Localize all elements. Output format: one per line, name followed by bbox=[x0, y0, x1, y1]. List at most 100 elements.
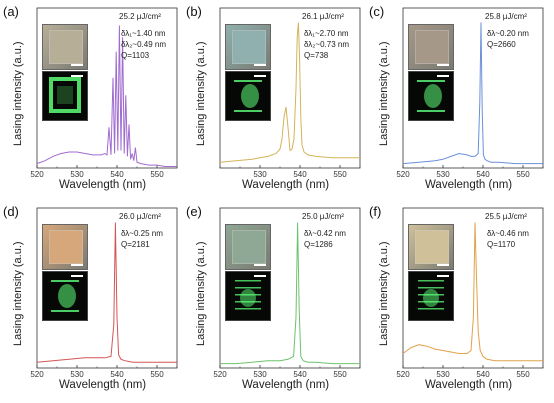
x-tick-label: 520 bbox=[396, 170, 410, 179]
emission-spot bbox=[58, 284, 76, 308]
y-axis-label: Lasing intensity (a.u.) bbox=[378, 241, 390, 346]
emission-edge bbox=[234, 80, 262, 82]
plot-frame bbox=[219, 207, 361, 369]
annotation-line: δλ~0.25 nm bbox=[121, 229, 163, 238]
spectrum-line bbox=[219, 22, 360, 163]
linewidth-annotation: δλ~0.25 nm Q=2181 bbox=[121, 228, 163, 250]
x-tick-label: 550 bbox=[333, 370, 347, 379]
x-tick-label: 520 bbox=[30, 170, 44, 179]
emission-stripe bbox=[418, 280, 444, 282]
scale-bar bbox=[437, 64, 449, 66]
x-tick-label: 530 bbox=[70, 370, 84, 379]
y-axis-label: Lasing intensity (a.u.) bbox=[195, 41, 207, 146]
linewidth-annotation: δλ₁~2.70 nm δλ₂~0.73 nm Q=738 bbox=[304, 28, 349, 61]
optical-micrograph-inset bbox=[225, 24, 271, 70]
emission-spot bbox=[424, 84, 442, 108]
x-tick-label: 530 bbox=[253, 170, 267, 179]
linewidth-annotation: δλ₁~1.40 nm δλ₂~0.49 nm Q=1103 bbox=[121, 28, 166, 61]
x-axis-label: Wavelength (nm) bbox=[59, 379, 147, 391]
x-tick-label: 540 bbox=[293, 170, 307, 179]
chart-svg bbox=[219, 207, 361, 369]
emission-spot bbox=[423, 289, 439, 307]
optical-micrograph-inset bbox=[225, 224, 271, 270]
crystal-square bbox=[232, 230, 266, 264]
emission-spot bbox=[241, 84, 259, 108]
crystal-square bbox=[415, 230, 449, 264]
scale-bar bbox=[437, 75, 449, 77]
x-tick-label: 520 bbox=[30, 370, 44, 379]
emission-stripe bbox=[235, 287, 261, 289]
chart-panel: 520 530 540 550 (d) Lasing intensity (a.u.) Wa… bbox=[0, 200, 183, 400]
crystal-square bbox=[232, 30, 266, 64]
x-tick-label: 520 bbox=[213, 370, 227, 379]
emission-stripe bbox=[418, 308, 444, 310]
emission-edge bbox=[417, 80, 445, 82]
annotation-line: Q=738 bbox=[304, 51, 329, 60]
x-tick-label: 530 bbox=[70, 170, 84, 179]
optical-micrograph-inset bbox=[408, 224, 454, 270]
panel-label: (c) bbox=[369, 4, 385, 19]
emission-pattern bbox=[51, 280, 79, 312]
spectrum-line bbox=[402, 22, 543, 165]
x-tick-label: 530 bbox=[253, 370, 267, 379]
crystal-square bbox=[415, 30, 449, 64]
annotation-line: Q=2181 bbox=[121, 240, 150, 249]
x-axis-label: Wavelength (nm) bbox=[425, 179, 513, 191]
x-tick-label: 530 bbox=[436, 370, 450, 379]
chart-svg bbox=[402, 207, 544, 369]
x-tick-label: 540 bbox=[110, 370, 124, 379]
linewidth-annotation: δλ~0.20 nm Q=2660 bbox=[487, 28, 529, 50]
emission-stripe bbox=[418, 287, 444, 289]
emission-edge bbox=[234, 110, 262, 112]
fluence-label: 25.5 μJ/cm² bbox=[485, 212, 527, 221]
emission-core bbox=[57, 86, 73, 104]
emission-edge bbox=[417, 110, 445, 112]
emission-ring bbox=[49, 77, 81, 113]
annotation-line: Q=1286 bbox=[304, 240, 333, 249]
emission-stripe bbox=[235, 280, 261, 282]
optical-micrograph-inset bbox=[42, 224, 88, 270]
scale-bar bbox=[71, 75, 83, 77]
scale-bar bbox=[254, 275, 266, 277]
x-axis-label: Wavelength (nm) bbox=[242, 179, 330, 191]
annotation-line: δλ₂~0.49 nm bbox=[121, 40, 166, 49]
scale-bar bbox=[71, 275, 83, 277]
emission-pattern bbox=[49, 77, 81, 113]
optical-micrograph-inset bbox=[408, 24, 454, 70]
annotation-line: Q=2660 bbox=[487, 40, 516, 49]
fluorescence-image-inset bbox=[408, 271, 454, 321]
panel-label: (b) bbox=[186, 4, 202, 19]
x-tick-label: 540 bbox=[476, 370, 490, 379]
x-tick-label: 520 bbox=[396, 370, 410, 379]
crystal-square bbox=[49, 230, 83, 264]
crystal-square bbox=[49, 30, 83, 64]
x-tick-label: 540 bbox=[476, 170, 490, 179]
y-axis-label: Lasing intensity (a.u.) bbox=[12, 41, 24, 146]
annotation-line: δλ~0.42 nm bbox=[304, 229, 346, 238]
x-tick-label: 540 bbox=[110, 170, 124, 179]
fluorescence-image-inset bbox=[42, 71, 88, 121]
emission-pattern bbox=[234, 80, 262, 112]
y-axis-label: Lasing intensity (a.u.) bbox=[378, 41, 390, 146]
fluence-label: 25.2 μJ/cm² bbox=[119, 12, 161, 21]
x-tick-label: 530 bbox=[436, 170, 450, 179]
fluorescence-image-inset bbox=[225, 271, 271, 321]
scale-bar bbox=[254, 64, 266, 66]
annotation-line: Q=1103 bbox=[121, 51, 150, 60]
chart-panel: 520 530 540 550 (f) Lasing intensity (a.u.) Wa… bbox=[366, 200, 549, 400]
fluence-label: 25.8 μJ/cm² bbox=[485, 12, 527, 21]
y-axis-label: Lasing intensity (a.u.) bbox=[12, 241, 24, 346]
chart-panel: 530 540 550 (b) Lasing intensity (a.u.) Wavel… bbox=[183, 0, 366, 200]
x-axis-label: Wavelength (nm) bbox=[425, 379, 513, 391]
emission-stripe bbox=[235, 308, 261, 310]
annotation-line: δλ₁~2.70 nm bbox=[304, 29, 349, 38]
emission-pattern bbox=[418, 280, 444, 310]
spectrum-line bbox=[36, 25, 177, 167]
chart-svg bbox=[402, 7, 544, 169]
x-tick-label: 550 bbox=[333, 170, 347, 179]
chart-svg bbox=[36, 207, 178, 369]
panel-label: (f) bbox=[369, 204, 382, 219]
chart-panel: 520 530 540 550 (a) Lasing intensity (a.u.) Wa… bbox=[0, 0, 183, 200]
spectrum-line bbox=[220, 222, 360, 365]
scale-bar bbox=[254, 75, 266, 77]
